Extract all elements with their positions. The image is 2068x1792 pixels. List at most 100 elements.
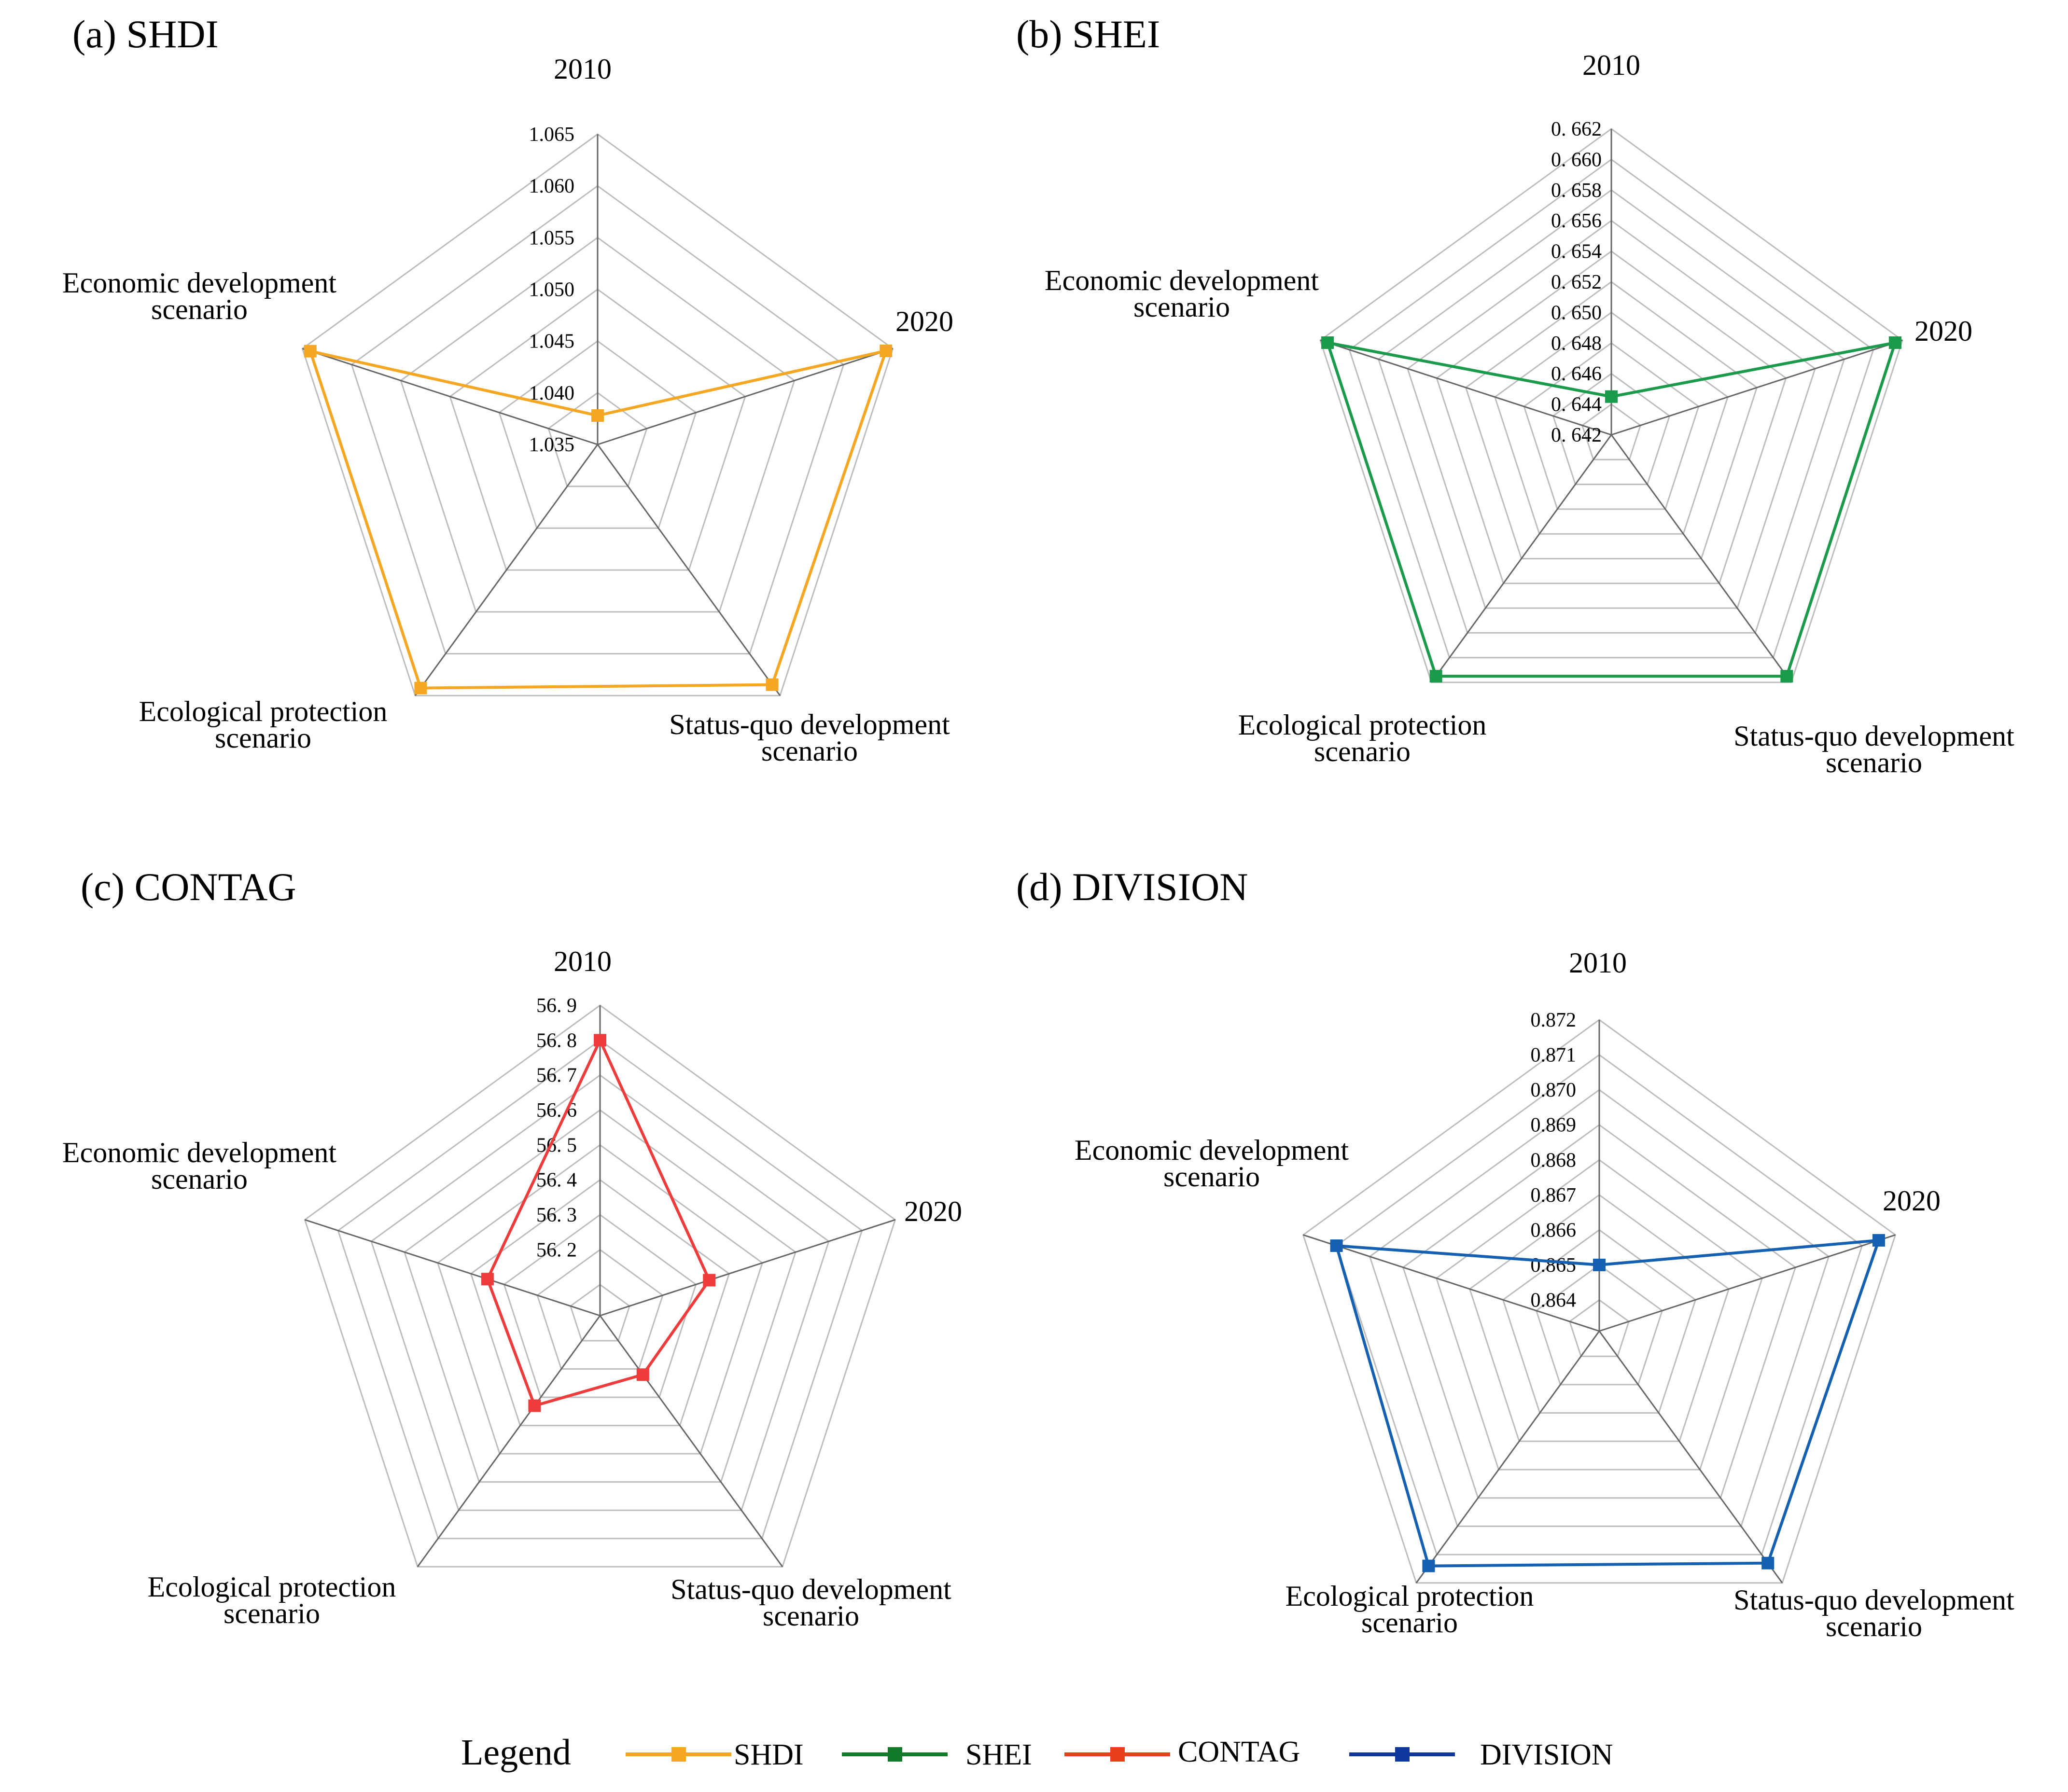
radar-ring [304,1004,896,1568]
axis-label-economic-line: scenario [151,293,248,325]
data-point [1593,1258,1606,1271]
axis-label-2010: 2010 [554,945,612,977]
radar-ring [1523,342,1700,510]
radar-ring [301,133,894,696]
tick-label: 56. 9 [536,995,577,1017]
radar-spoke [1415,1331,1600,1584]
radar-ring [1402,1124,1797,1499]
axis-label-2020: 2020 [1914,315,1972,347]
radar-series-d [1330,1234,1885,1572]
radar-ticks-d: 0.864 0.865 0.866 0.867 0.868 0.869 0.870 0.871… [1531,1009,1577,1312]
radar-ring [1348,158,1874,659]
tick-label: 1.045 [529,331,575,353]
axis-label-status-quo: Status-quo development scenario [1733,720,2014,778]
axis-label-economic-line: scenario [1163,1161,1260,1193]
axis-label-ecological-line: scenario [1314,736,1411,767]
tick-label: 0. 660 [1551,149,1602,171]
tick-label: 0. 652 [1551,271,1602,293]
panel-a: (a) SHDI 1.0351.0401.0451.0501.0551.0601… [62,12,953,767]
tick-label: 1.035 [529,434,575,456]
data-point [1429,670,1442,683]
axis-label-economic: Economic development scenario [1045,264,1319,323]
legend-label-shdi: SHDI [734,1738,804,1771]
radar-ring [503,1214,697,1398]
radar-ring [536,1249,664,1370]
tick-label: 0.871 [1531,1044,1577,1067]
panel-title-a: (a) SHDI [72,12,219,56]
axis-label-ecological-line: Ecological protection [1238,709,1487,741]
radar-spoke [600,1219,895,1317]
radar-axis-labels-b: 2010 2020 Status-quo development scenario… [1045,49,2014,778]
axis-label-economic: Economic development scenario [1075,1134,1349,1193]
axis-label-economic-line: Economic development [62,1137,336,1168]
radar-ring [1335,1054,1863,1556]
radar-ring [1436,250,1787,584]
axis-label-status-quo-line: scenario [761,735,858,767]
data-point [880,344,893,357]
radar-spoke [1599,1234,1896,1332]
axis-label-economic-line: scenario [1133,291,1230,323]
radar-ticks-b: 0. 642 0. 644 0. 646 0. 648 0. 650 0. 652 0. 6… [1551,118,1602,446]
tick-label: 0. 658 [1551,180,1602,202]
radar-ring [436,1144,764,1455]
radar-ring [1535,1264,1663,1386]
radar-ring [404,1109,796,1483]
tick-label: 0. 648 [1551,333,1602,355]
axis-label-status-quo-line: Status-quo development [1733,1584,2014,1616]
radar-grid-d [1302,1019,1897,1584]
legend-item-division: DIVISION [1349,1738,1613,1771]
tick-label: 0. 662 [1551,118,1602,140]
legend-item-contag: CONTAG [1064,1736,1300,1768]
radar-spoke [597,444,781,696]
radar-ticks-c: 56. 256. 356. 456. 556. 656. 756. 856. 9 [536,995,577,1261]
axis-label-status-quo-line: scenario [1826,1611,1922,1642]
data-point [1780,670,1793,683]
radar-spoke [599,1315,783,1568]
axis-label-ecological-line: Ecological protection [1286,1580,1534,1612]
radar-spoke [1611,339,1903,436]
radar-ring [498,340,697,529]
data-point [1330,1239,1343,1252]
data-point [1422,1559,1435,1572]
radar-series-c [481,1034,716,1412]
radar-spoke [597,347,893,445]
axis-label-ecological: Ecological protection scenario [1238,709,1487,767]
tick-label: 56. 7 [536,1065,577,1087]
legend-swatch-marker [1110,1747,1125,1762]
panel-d: (d) DIVISION 0.8640.8650.8660.8670.8680.… [1016,865,2014,1642]
tick-label: 56. 8 [536,1029,577,1052]
radar-ring [350,185,845,654]
radar-spoke [1320,339,1612,436]
radar-ring [1552,373,1671,486]
radar-ring [1407,220,1816,609]
data-point [1321,336,1334,349]
legend-swatch-marker [1395,1747,1410,1762]
radar-series-b [1321,336,1901,683]
legend-label-division: DIVISION [1480,1738,1613,1771]
panel-c: (c) CONTAG 56. 256. 356. 456. 556. 656. … [62,865,962,1632]
panel-title-c: (c) CONTAG [81,865,296,909]
axis-label-status-quo-line: Status-quo development [1733,720,2014,752]
legend-label-contag: CONTAG [1178,1736,1300,1768]
radar-ring [1468,1194,1730,1442]
radar-ring [1377,189,1845,634]
axis-label-2010: 2010 [1569,947,1627,979]
radar-ring [1465,281,1758,559]
data-point [766,678,779,691]
radar-ring [1502,1229,1697,1414]
axis-label-economic-line: Economic development [62,267,336,299]
legend-item-shei: SHEI [842,1738,1032,1771]
axis-label-ecological: Ecological protection scenario [139,695,388,754]
axis-label-economic-line: scenario [151,1163,248,1195]
radar-spoke [302,347,598,445]
series-line-shdi [308,348,888,690]
radar-grid-c [304,1004,896,1568]
radar-ring [1302,1019,1897,1584]
tick-label: 1.065 [529,124,575,146]
tick-label: 0.870 [1531,1079,1577,1101]
axis-label-economic-line: Economic development [1045,264,1319,296]
radar-series-a [304,344,893,695]
legend-swatch-marker [671,1747,686,1762]
